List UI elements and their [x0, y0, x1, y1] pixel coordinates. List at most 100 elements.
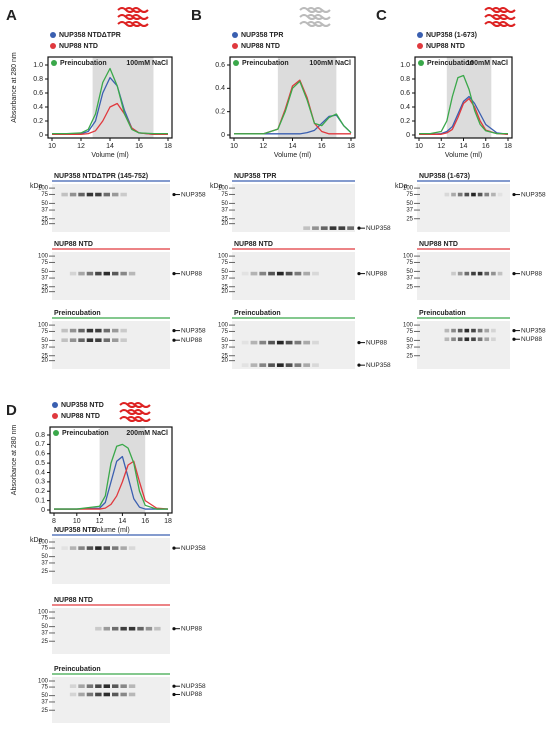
y-tick-label: 0.4 [35, 469, 45, 476]
band [259, 340, 267, 345]
marker-label: 37 [406, 208, 413, 214]
unit-label: kDa [30, 537, 43, 544]
marker-label: 37 [41, 700, 48, 706]
marker-label: 50 [41, 201, 48, 207]
band [457, 271, 463, 276]
band [477, 337, 483, 342]
band [250, 271, 258, 276]
panel-letter: C [376, 7, 387, 24]
x-tick-label: 18 [164, 143, 172, 150]
helix [313, 21, 331, 27]
band [128, 684, 136, 688]
band [137, 626, 144, 631]
annotation: 200mM NaCl [126, 430, 168, 437]
band [464, 271, 470, 276]
band [120, 626, 127, 631]
y-axis-label: Absorbance at 280 nm [11, 425, 18, 496]
y-tick-label: 0 [41, 507, 45, 514]
band-dot [172, 329, 176, 333]
helix [133, 409, 151, 415]
band [103, 692, 110, 697]
band [457, 192, 463, 197]
band [120, 271, 127, 276]
band [95, 338, 102, 342]
y-tick-label: 0 [39, 132, 43, 139]
legend-dot [417, 43, 423, 49]
y-tick-label: 0.5 [35, 460, 45, 467]
helix [131, 14, 149, 20]
y-tick-label: 0 [221, 132, 225, 139]
band [69, 546, 77, 550]
x-axis-label: Volume (ml) [274, 152, 311, 159]
marker-label: 100 [403, 254, 414, 260]
marker-label: 75 [41, 685, 48, 691]
marker-label: 75 [406, 192, 413, 198]
marker-label: 20 [221, 221, 228, 227]
marker-label: 50 [221, 269, 228, 275]
legend-label: NUP88 NTD [426, 43, 465, 50]
marker-label: 37 [406, 276, 413, 282]
marker-label: 25 [221, 216, 228, 222]
band [95, 692, 102, 697]
legend-dot [51, 60, 57, 66]
legend-dot [418, 60, 424, 66]
band [451, 337, 456, 342]
band-label: NUP358 [521, 327, 546, 334]
band-label: NUP358 [366, 362, 391, 369]
structure-icon [119, 402, 151, 422]
y-tick-label: 1.0 [400, 62, 410, 69]
band [294, 340, 302, 345]
marker-label: 75 [41, 260, 48, 266]
series-line [54, 460, 169, 510]
y-tick-label: 0.2 [215, 109, 225, 116]
legend-dot [417, 32, 423, 38]
blot-title: Preincubation [54, 310, 101, 317]
blot-title: NUP88 NTD [54, 597, 93, 604]
band [103, 271, 110, 276]
x-tick-label: 10 [415, 143, 423, 150]
band [471, 328, 476, 333]
marker-label: 37 [41, 276, 48, 282]
marker-label: 37 [41, 631, 48, 637]
marker-label: 25 [41, 353, 48, 359]
band-dot [357, 272, 361, 276]
y-tick-label: 0.8 [35, 432, 45, 439]
band [78, 338, 85, 342]
band [78, 192, 85, 197]
y-tick-label: 0.6 [35, 451, 45, 458]
band [112, 546, 119, 550]
structure-icon [299, 7, 331, 27]
series-line [52, 67, 168, 135]
marker-label: 20 [41, 289, 48, 295]
marker-label: 37 [41, 208, 48, 214]
plot-frame [49, 426, 173, 514]
band [444, 328, 450, 333]
marker-label: 37 [406, 345, 413, 351]
band [471, 271, 476, 276]
marker-label: 37 [41, 345, 48, 351]
series-line [419, 74, 508, 135]
marker-label: 100 [218, 323, 229, 329]
band [61, 338, 68, 342]
annotation: 100mM NaCl [466, 60, 508, 67]
legend-label: NUP88 NTD [59, 43, 98, 50]
band [95, 684, 102, 688]
x-tick-label: 18 [504, 143, 512, 150]
marker-label: 100 [38, 254, 49, 260]
shade [99, 427, 146, 513]
helix [498, 14, 516, 20]
band [477, 271, 483, 276]
marker-label: 50 [406, 269, 413, 275]
marker-label: 37 [221, 345, 228, 351]
marker-label: 100 [218, 186, 229, 192]
x-tick-label: 14 [106, 143, 114, 150]
x-tick-label: 10 [48, 143, 56, 150]
legend-dot [53, 430, 59, 436]
marker-label: 75 [221, 192, 228, 198]
band [338, 226, 346, 230]
band [78, 684, 85, 688]
band-label: NUP358 [181, 683, 206, 690]
band-label: NUP88 [521, 336, 542, 343]
marker-label: 100 [38, 186, 49, 192]
x-tick-label: 14 [119, 518, 127, 525]
